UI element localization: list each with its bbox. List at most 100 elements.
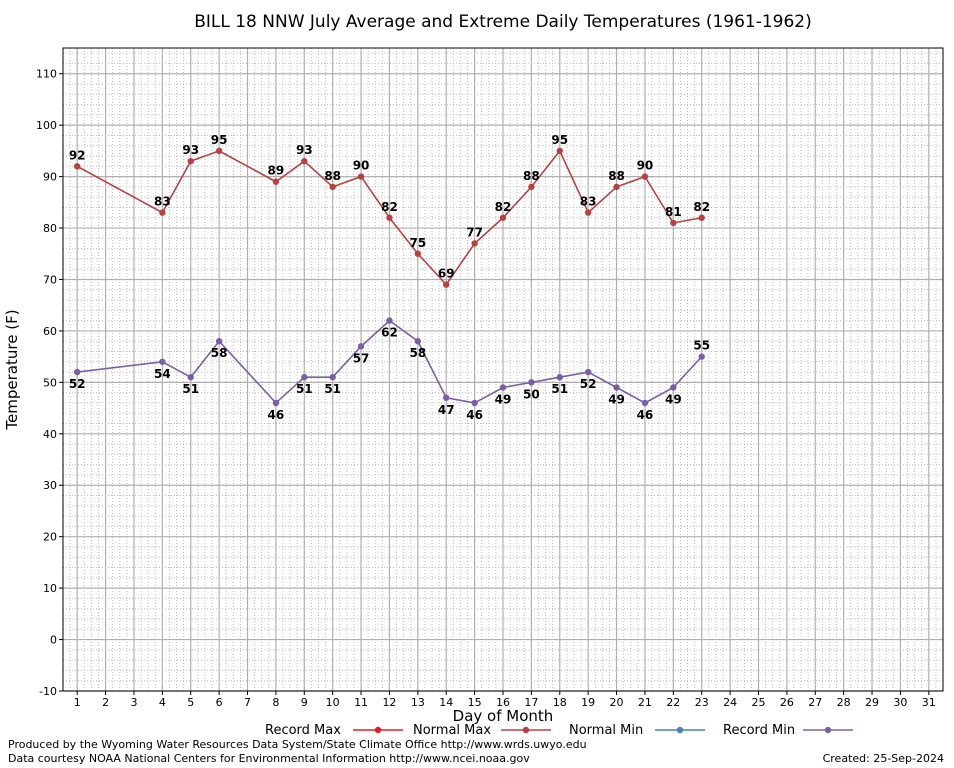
data-label: 90 — [353, 159, 370, 173]
data-point — [215, 147, 223, 155]
x-tick-label: 15 — [468, 696, 482, 709]
legend-label: Normal Min — [569, 723, 643, 738]
x-tick-label: 22 — [666, 696, 680, 709]
y-tick-label: 110 — [36, 68, 57, 81]
data-point — [329, 374, 336, 381]
data-point — [386, 317, 393, 324]
data-label: 88 — [324, 169, 341, 183]
data-point — [159, 358, 166, 365]
y-tick-label: 80 — [43, 222, 57, 235]
data-point — [272, 178, 280, 185]
y-tick-label: -10 — [39, 685, 57, 698]
x-tick-label: 24 — [723, 696, 737, 709]
data-label: 51 — [296, 382, 313, 396]
x-tick-label: 2 — [102, 696, 109, 709]
data-label: 49 — [608, 393, 625, 407]
data-point — [556, 374, 563, 381]
footer-created-date: Created: 25-Sep-2024 — [822, 752, 944, 765]
data-label: 92 — [69, 148, 86, 162]
x-tick-label: 19 — [581, 696, 595, 709]
data-label: 51 — [182, 382, 199, 396]
data-point — [386, 214, 393, 221]
data-point — [698, 353, 705, 360]
data-label: 75 — [409, 236, 426, 250]
y-axis-label: Temperature (F) — [3, 309, 21, 430]
x-tick-label: 26 — [780, 696, 794, 709]
data-point — [528, 379, 535, 386]
data-label: 89 — [268, 164, 285, 178]
data-point — [73, 368, 81, 376]
data-label: 82 — [693, 200, 710, 214]
data-point — [357, 173, 365, 180]
y-tick-label: 10 — [43, 582, 57, 595]
data-point — [670, 384, 677, 391]
data-label: 46 — [466, 408, 483, 422]
data-point — [556, 147, 563, 155]
data-point — [670, 219, 677, 227]
x-tick-label: 12 — [382, 696, 396, 709]
x-tick-label: 23 — [695, 696, 709, 709]
data-label: 83 — [154, 195, 171, 209]
data-point — [613, 384, 620, 391]
y-tick-label: 70 — [43, 273, 57, 286]
y-tick-label: 100 — [36, 119, 57, 132]
data-point — [528, 183, 535, 191]
data-point — [499, 214, 507, 221]
y-tick-label: 90 — [43, 171, 57, 184]
x-tick-label: 20 — [610, 696, 624, 709]
data-point — [499, 384, 507, 391]
x-tick-label: 6 — [216, 696, 223, 709]
data-point — [584, 209, 592, 216]
legend-swatch-marker — [374, 726, 382, 734]
x-tick-label: 27 — [808, 696, 822, 709]
data-point — [159, 209, 166, 216]
x-tick-label: 18 — [553, 696, 567, 709]
y-tick-label: 50 — [43, 376, 57, 389]
y-tick-label: 40 — [43, 428, 57, 441]
x-tick-label: 28 — [837, 696, 851, 709]
x-tick-label: 14 — [439, 696, 453, 709]
legend-label: Record Min — [723, 723, 795, 738]
x-tick-label: 5 — [187, 696, 194, 709]
footer-data-courtesy: Data courtesy NOAA National Centers for … — [8, 752, 530, 765]
data-label: 52 — [69, 377, 86, 391]
data-label: 50 — [523, 387, 540, 401]
data-label: 95 — [211, 133, 228, 147]
data-label: 49 — [665, 393, 682, 407]
data-point — [443, 281, 450, 288]
data-label: 82 — [381, 200, 398, 214]
x-tick-label: 30 — [893, 696, 907, 709]
data-label: 69 — [438, 267, 455, 281]
data-point — [471, 240, 478, 247]
data-label: 93 — [182, 143, 199, 157]
data-point — [187, 157, 194, 165]
data-point — [584, 368, 592, 376]
data-point — [329, 183, 336, 191]
data-point — [613, 183, 620, 191]
data-label: 57 — [353, 351, 370, 365]
data-point — [187, 374, 194, 381]
legend-swatch-marker — [824, 726, 832, 734]
x-tick-label: 4 — [159, 696, 166, 709]
data-label: 46 — [268, 408, 285, 422]
x-tick-label: 11 — [354, 696, 368, 709]
data-point — [215, 338, 223, 345]
data-point — [272, 399, 280, 407]
data-label: 95 — [551, 133, 568, 147]
data-label: 46 — [637, 408, 654, 422]
data-label: 83 — [580, 195, 597, 209]
x-tick-label: 31 — [922, 696, 936, 709]
x-tick-label: 7 — [244, 696, 251, 709]
data-point — [443, 394, 450, 401]
data-point — [414, 338, 422, 345]
data-label: 88 — [523, 169, 540, 183]
data-point — [357, 343, 365, 350]
y-tick-label: 60 — [43, 325, 57, 338]
x-axis-label: Day of Month — [453, 707, 554, 725]
x-tick-label: 25 — [751, 696, 765, 709]
data-label: 58 — [409, 346, 426, 360]
series-line-0 — [76, 149, 702, 286]
chart-title: BILL 18 NNW July Average and Extreme Dai… — [194, 12, 812, 32]
x-tick-label: 16 — [496, 696, 510, 709]
